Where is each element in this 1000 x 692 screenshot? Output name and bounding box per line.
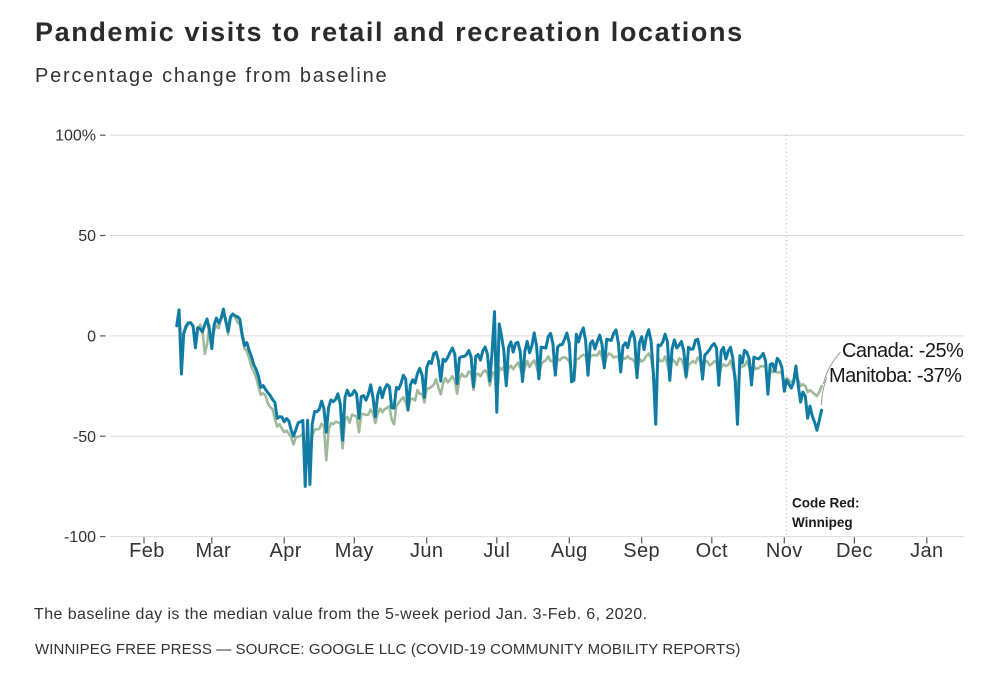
svg-text:Dec: Dec: [836, 540, 873, 562]
svg-text:Jul: Jul: [483, 540, 510, 562]
svg-text:Nov: Nov: [766, 540, 803, 562]
svg-text:Jun: Jun: [410, 540, 443, 562]
svg-text:Manitoba: -37%: Manitoba: -37%: [829, 365, 962, 387]
svg-text:Canada: -25%: Canada: -25%: [842, 340, 964, 362]
svg-text:Code Red:: Code Red:: [792, 495, 860, 510]
svg-text:100%: 100%: [55, 128, 96, 145]
svg-text:Sep: Sep: [623, 540, 660, 562]
svg-text:Jan: Jan: [910, 540, 943, 562]
svg-text:-50: -50: [73, 429, 96, 446]
svg-text:Oct: Oct: [696, 540, 728, 562]
svg-text:Mar: Mar: [195, 540, 231, 562]
svg-text:0: 0: [87, 328, 96, 345]
svg-text:Apr: Apr: [270, 540, 302, 562]
svg-text:May: May: [335, 540, 374, 562]
svg-text:Winnipeg: Winnipeg: [792, 515, 853, 530]
svg-text:Feb: Feb: [129, 540, 165, 562]
svg-text:50: 50: [78, 228, 96, 245]
svg-text:-100: -100: [64, 529, 96, 546]
svg-text:Aug: Aug: [551, 540, 588, 562]
